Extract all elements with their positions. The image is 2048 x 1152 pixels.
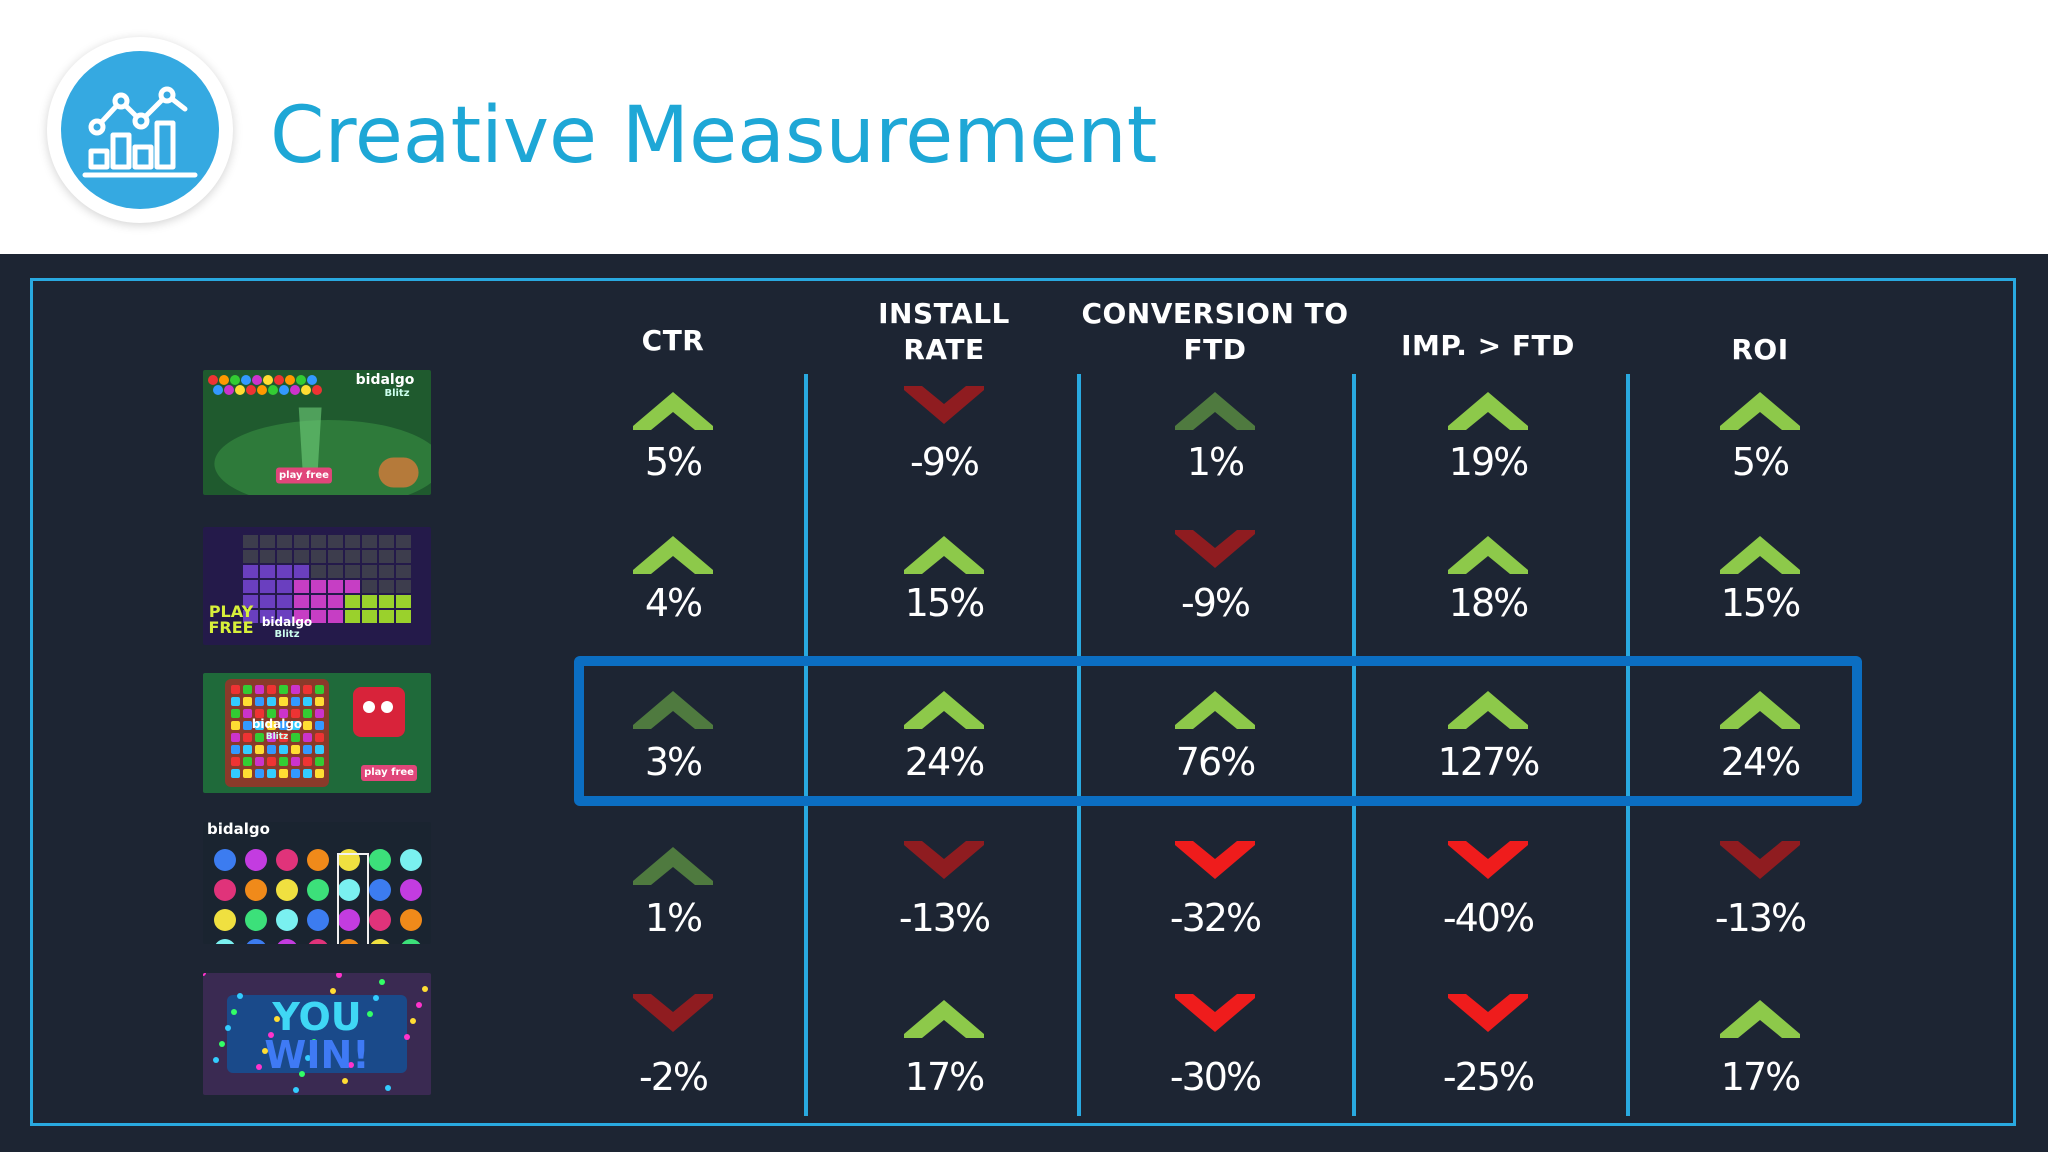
down-arrow-icon	[904, 841, 984, 885]
metric-value: -9%	[910, 440, 980, 484]
creative-2-block-puzzle-label-0: PLAY	[208, 602, 254, 621]
metric-value: 19%	[1448, 440, 1529, 484]
table-frame	[30, 278, 2016, 1126]
creative-1-bubble-shooter-label-0: bidalgo	[355, 372, 415, 388]
metric-value: -2%	[639, 1055, 709, 1099]
highlighted-row-box	[574, 656, 1862, 806]
up-arrow-icon	[904, 530, 984, 574]
column-divider-1	[1077, 374, 1081, 1116]
metric-value: -9%	[1181, 581, 1251, 625]
metric-value: 24%	[1720, 740, 1801, 784]
creative-5-you-win-label-0: YOU	[272, 995, 362, 1039]
down-arrow-icon	[1448, 841, 1528, 885]
up-arrow-icon	[633, 386, 713, 430]
up-arrow-icon	[1448, 386, 1528, 430]
page-title: Creative Measurement	[270, 91, 1158, 181]
creative-1-bubble-shooter-thumbnail: bidalgo Blitz play free	[203, 370, 431, 495]
metric-value: -13%	[1714, 896, 1807, 940]
metric-value: -40%	[1442, 896, 1535, 940]
creative-3-gem-match-thumbnail: bidalgo Blitz play free	[203, 673, 431, 793]
metric-value: 4%	[644, 581, 703, 625]
metric-value: 76%	[1175, 740, 1256, 784]
metric-value: 15%	[1720, 581, 1801, 625]
up-arrow-icon	[1720, 994, 1800, 1038]
down-arrow-icon	[633, 994, 713, 1038]
creative-3-gem-match-label-2: play free	[364, 767, 414, 778]
metric-value: 24%	[904, 740, 985, 784]
up-arrow-icon	[1175, 386, 1255, 430]
column-header-4-line-0: ROI	[1731, 333, 1789, 366]
up-arrow-icon	[1175, 685, 1255, 729]
creative-1-bubble-shooter-label-1: Blitz	[384, 388, 410, 399]
up-arrow-icon	[633, 685, 713, 729]
up-arrow-icon	[1720, 685, 1800, 729]
metric-value: 17%	[904, 1055, 985, 1099]
metric-value: -25%	[1442, 1055, 1535, 1099]
down-arrow-icon	[1175, 994, 1255, 1038]
up-arrow-icon	[1720, 386, 1800, 430]
chart-analytics-icon	[61, 51, 219, 209]
column-divider-0	[804, 374, 808, 1116]
metric-value: -13%	[898, 896, 991, 940]
slide-header: Creative Measurement	[0, 0, 2048, 254]
up-arrow-icon	[1448, 685, 1528, 729]
creative-5-you-win-thumbnail: YOU WIN!	[203, 973, 431, 1095]
up-arrow-icon	[904, 994, 984, 1038]
metric-value: 17%	[1720, 1055, 1801, 1099]
column-header-2-line-1: FTD	[1183, 333, 1247, 366]
metric-value: -32%	[1169, 896, 1262, 940]
creative-4-jewel-grid-label-0: bidalgo	[207, 822, 270, 838]
down-arrow-icon	[904, 386, 984, 430]
creative-3-gem-match-label-0: bidalgo	[251, 717, 303, 731]
metric-value: 5%	[644, 440, 703, 484]
creative-5-you-win-label-1: WIN!	[264, 1033, 370, 1077]
column-header-3-line-0: IMP. > FTD	[1401, 329, 1575, 362]
column-header-1-line-1: RATE	[903, 333, 985, 366]
metric-value: 5%	[1731, 440, 1790, 484]
metric-value: 15%	[904, 581, 985, 625]
up-arrow-icon	[1720, 530, 1800, 574]
metric-value: 1%	[1186, 440, 1245, 484]
metric-value: -30%	[1169, 1055, 1262, 1099]
up-arrow-icon	[1448, 530, 1528, 574]
metrics-panel: CTR INSTALL RATE CONVERSION TO FTD IMP. > FTD…	[0, 254, 2048, 1152]
metric-value: 18%	[1448, 581, 1529, 625]
column-divider-3	[1626, 374, 1630, 1116]
down-arrow-icon	[1175, 841, 1255, 885]
up-arrow-icon	[904, 685, 984, 729]
column-header-2-line-0: CONVERSION TO	[1081, 297, 1349, 330]
creative-2-block-puzzle-thumbnail: PLAY FREE bidalgo Blitz	[203, 527, 431, 645]
creative-2-block-puzzle-label-3: Blitz	[274, 629, 300, 640]
down-arrow-icon	[1720, 841, 1800, 885]
column-header-1-line-0: INSTALL	[878, 297, 1010, 330]
metric-value: 127%	[1437, 740, 1541, 784]
up-arrow-icon	[633, 530, 713, 574]
down-arrow-icon	[1448, 994, 1528, 1038]
creative-4-jewel-grid-thumbnail: bidalgo	[203, 822, 431, 944]
metric-value: 1%	[644, 896, 703, 940]
up-arrow-icon	[633, 841, 713, 885]
creative-2-block-puzzle-label-2: bidalgo	[261, 615, 313, 629]
down-arrow-icon	[1175, 530, 1255, 574]
creative-3-gem-match-label-1: Blitz	[265, 732, 289, 742]
creative-1-bubble-shooter-label-2: play free	[279, 469, 329, 481]
logo-badge	[47, 37, 233, 223]
creative-2-block-puzzle-label-1: FREE	[208, 618, 254, 637]
column-header-0-line-0: CTR	[641, 324, 705, 357]
column-divider-2	[1352, 374, 1356, 1116]
metric-value: 3%	[644, 740, 703, 784]
